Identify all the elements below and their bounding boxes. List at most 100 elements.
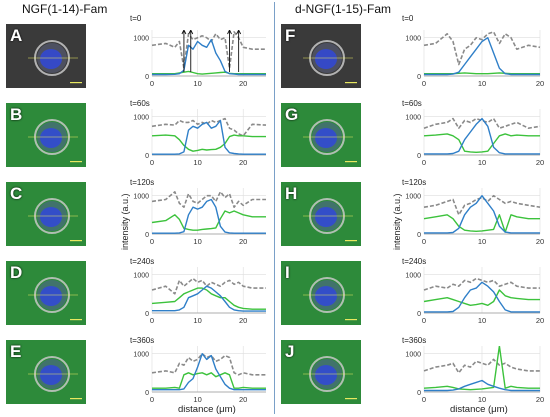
x-tick-label: 20 [239,79,247,88]
time-label: t=240s [130,257,155,266]
series-line-transmitted [151,352,266,376]
x-tick-label: 0 [422,237,426,246]
panel-letter: G [285,105,299,124]
micrograph-image [6,103,86,167]
intensity-chart-a: 0 1000 0 10 20 [133,30,266,88]
x-tick-label: 0 [150,158,154,167]
x-tick-label: 20 [536,395,544,404]
micrograph-e: E [6,340,86,404]
intensity-chart-i: 0 1000 0 10 20 [405,267,544,325]
x-tick-label: 10 [478,158,486,167]
series-line-blue [152,119,266,155]
x-tick-label: 0 [422,79,426,88]
series-line-transmitted [423,277,540,291]
series-line-green [423,214,540,233]
micrograph-image [281,261,361,325]
micrograph-image [6,261,86,325]
y-tick-label: 0 [145,311,149,318]
series-line-transmitted [423,358,540,374]
series-line-blue [152,38,266,76]
x-tick-label: 10 [193,316,201,325]
x-tick-label: 20 [536,316,544,325]
x-tick-label: 10 [478,395,486,404]
y-tick-label: 1000 [133,115,149,122]
x-tick-label: 20 [536,158,544,167]
y-tick-label: 0 [145,232,149,239]
x-tick-label: 10 [478,237,486,246]
y-tick-label: 0 [145,74,149,81]
x-tick-label: 0 [150,237,154,246]
y-tick-label: 1000 [133,352,149,359]
series-line-blue [424,117,540,155]
x-tick-label: 10 [478,79,486,88]
micrograph-c: C [6,182,86,246]
y-tick-label: 0 [145,390,149,397]
micrograph-a: A [6,24,86,88]
time-label: t=0 [130,14,142,23]
series-line-blue [424,379,540,392]
left-title: NGF(1-14)-Fam [22,2,108,16]
series-line-blue [424,281,540,313]
micrograph-d: D [6,261,86,325]
panel-letter: C [10,184,23,203]
time-label: t=120s [402,178,427,187]
series-line-green [151,134,266,152]
time-label: t=60s [130,99,150,108]
intensity-chart-e: 0 1000 0 10 20 [133,346,266,404]
micrograph-image [6,24,86,88]
series-line-transmitted [151,117,267,137]
x-tick-label: 0 [422,395,426,404]
intensity-chart-h: 0 1000 0 10 20 [405,188,544,246]
micrograph-image [6,340,86,404]
y-tick-label: 0 [417,232,421,239]
micrograph-image [6,182,86,246]
arrow-marker [236,30,242,72]
x-tick-label: 10 [478,316,486,325]
x-axis-label-right: distance (μm) [450,404,508,415]
series-line-green [423,289,540,306]
y-axis-label-left: intensity (a.u.) [120,193,130,250]
series-line-green [423,346,540,391]
series-line-green [152,372,266,389]
time-label: t=60s [402,99,422,108]
arrow-marker [188,30,194,72]
series-line-green [152,70,266,75]
panel-letter: D [10,263,23,282]
x-tick-label: 20 [239,158,247,167]
right-title: d-NGF(1-15)-Fam [295,2,392,16]
series-line-blue [152,198,266,234]
x-tick-label: 0 [150,316,154,325]
panel-letter: E [10,342,22,361]
y-tick-label: 1000 [405,273,421,280]
intensity-chart-b: 0 1000 0 10 20 [133,109,267,167]
series-line-transmitted [151,190,266,209]
panel-letter: B [10,105,23,124]
y-tick-label: 1000 [133,273,149,280]
micrograph-image [281,182,361,246]
series-line-transmitted [151,31,266,70]
x-tick-label: 10 [193,395,201,404]
y-tick-label: 0 [417,390,421,397]
x-tick-label: 20 [239,395,247,404]
y-tick-label: 0 [417,153,421,160]
micrograph-f: F [281,24,361,88]
panel-letter: J [285,342,295,361]
panel-letter: H [285,184,298,203]
x-tick-label: 0 [422,316,426,325]
y-tick-label: 0 [145,153,149,160]
series-line-transmitted [423,31,541,66]
intensity-chart-f: 0 1000 0 10 20 [405,30,544,88]
time-label: t=360s [402,336,427,345]
series-line-transmitted [151,277,266,295]
intensity-chart-d: 0 1000 0 10 20 [133,267,266,325]
x-tick-label: 10 [193,79,201,88]
y-tick-label: 1000 [133,194,149,201]
y-tick-label: 1000 [405,352,421,359]
x-tick-label: 0 [422,158,426,167]
series-line-transmitted [423,117,541,130]
series-line-blue [424,36,540,76]
panel-letter: A [10,26,23,45]
series-line-green [151,210,266,231]
intensity-chart-j: 0 1000 0 10 20 [405,346,544,404]
